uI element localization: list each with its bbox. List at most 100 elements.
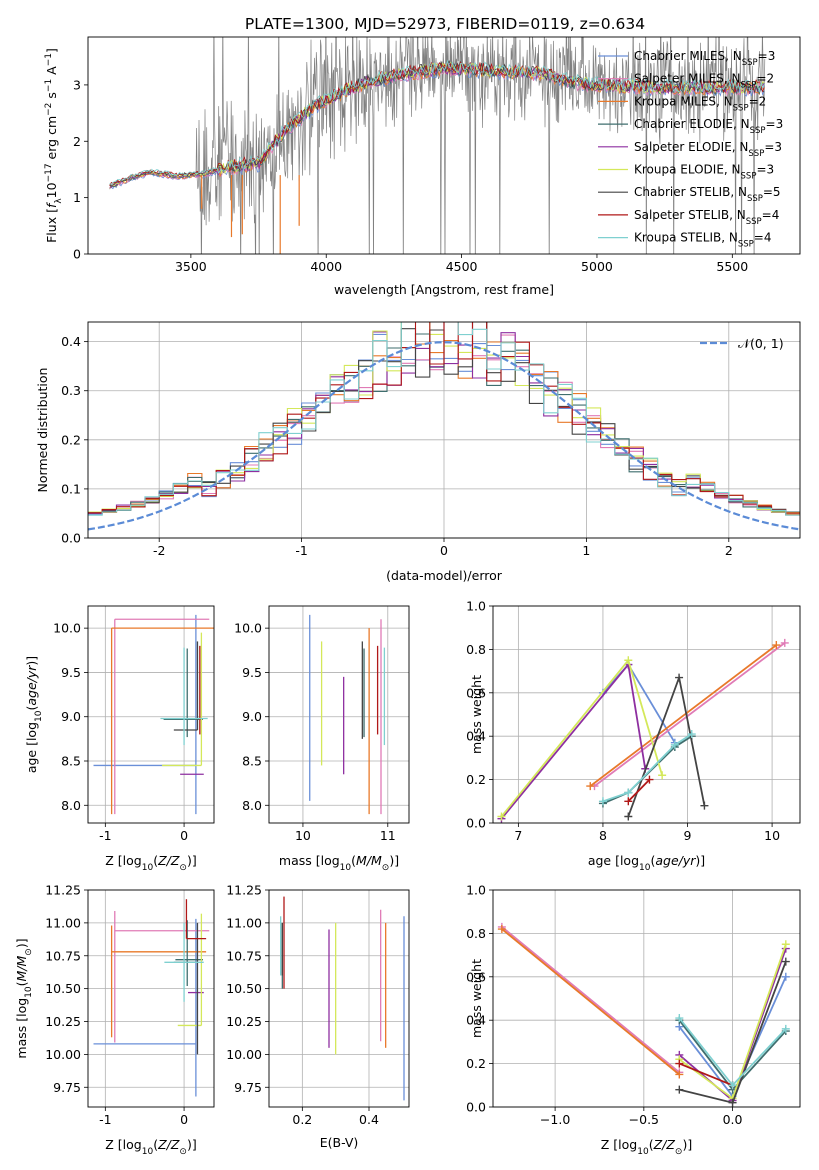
y-tick-label: 0.2 [466,772,486,787]
x-tick-label: 0 [180,828,188,843]
y-tick-label: 8.5 [242,754,262,769]
weight-marker [497,925,506,934]
x-axis-label: wavelength [Angstrom, rest frame] [334,282,554,297]
y-tick-label: 9.75 [53,1080,81,1095]
y-tick-label: 0.4 [61,334,81,349]
errorbar-chabrier-stelib [173,641,199,731]
x-axis-label: age [log10(age/yr)] [588,853,705,873]
errorbar-kroupa-elodie [162,632,203,767]
y-tick-label: 0.6 [466,685,486,700]
weight-marker [780,638,789,647]
y-tick-label: 10.00 [226,1047,262,1062]
legend-label: Chabrier STELIB, NSSP=5 [634,185,781,204]
x-tick-label: 11 [380,828,396,843]
y-tick-label: 0.3 [61,383,81,398]
errorbar-chabrier-miles [93,918,197,1097]
x-tick-label: 5500 [716,259,748,274]
y-axis-label: mass weight [469,959,484,1038]
weight-marker [675,1070,684,1079]
weight-marker [624,797,633,806]
y-tick-label: 1 [73,190,81,205]
model-spectrum-kroupa-elodie [109,61,765,187]
y-tick-label: 0.8 [466,926,486,941]
weight-marker [700,801,709,810]
x-tick-label: 0.4 [359,1112,379,1127]
errorbar-chabrier-elodie [175,920,203,987]
errorbar-salpeter-stelib [185,899,207,940]
x-axis-label: Z [log10(Z/Z⊙)] [105,1137,196,1157]
weight-marker [624,812,633,821]
weight-marker [624,788,633,797]
weight-marker [781,957,790,966]
histogram-salpeter-stelib [88,322,800,514]
y-tick-label: 8.0 [61,798,81,813]
x-tick-label: 9 [684,828,692,843]
y-tick-label: 11.25 [226,883,262,898]
errorbar-chabrier-miles [93,614,197,815]
plot-area [93,899,210,1097]
y-tick-label: 0.4 [466,1013,486,1028]
axes-frame [87,36,801,255]
y-tick-label: 1.0 [466,883,486,898]
weight-vs-age-panel: 7 8 9 10 0.0 0.2 0.4 0.6 0.8 1.0 age [log10(age/yr… [466,599,801,873]
weight-series-chabrier-stelib [675,957,790,1107]
y-tick-label: 0.2 [466,1056,486,1071]
errorbar-kroupa-miles [110,925,207,1038]
y-tick-label: 11.00 [226,915,262,930]
x-tick-label: 0.0 [723,1112,743,1127]
weight-series-kroupa-miles [586,641,781,791]
x-axis-label: Z [log10(Z/Z⊙)] [105,853,196,873]
y-tick-label: 0.8 [466,642,486,657]
errorbar-chabrier-elodie [163,648,203,738]
plot-area [109,37,766,254]
weight-marker [687,730,696,739]
weight-marker [781,972,790,981]
model-spectrum-kroupa-stelib [109,59,765,186]
x-tick-label: 5000 [581,259,613,274]
weight-series-salpeter-stelib [624,775,654,806]
figure-title: PLATE=1300, MJD=52973, FIBERID=0119, z=0… [245,15,645,33]
x-tick-label: 2 [725,543,733,558]
weight-vs-metallicity-panel: −1.0 −0.5 0.0 0.0 0.2 0.4 0.6 0.8 1.0 Z [log10(Z/… [466,883,801,1157]
y-tick-label: 2 [73,134,81,149]
y-tick-label: 0.1 [61,481,81,496]
axes-frame [87,605,215,824]
x-tick-label: 3500 [175,259,207,274]
x-axis-label: Z [log10(Z/Z⊙)] [601,1137,692,1157]
x-tick-label: 1 [582,543,590,558]
weight-marker [624,656,633,665]
weight-marker [675,1014,684,1023]
x-tick-label: 7 [514,828,522,843]
y-tick-label: 11.00 [45,915,81,930]
y-tick-label: 0.6 [466,969,486,984]
weight-series-salpeter-miles [497,922,684,1077]
y-tick-label: 9.5 [61,665,81,680]
y-tick-label: 10.50 [45,981,81,996]
y-tick-label: 10.25 [45,1014,81,1029]
axes-frame [492,605,801,824]
histogram-kroupa-stelib [88,322,800,516]
x-tick-label: 10 [764,828,780,843]
y-tick-label: 10.75 [45,948,81,963]
y-tick-label: 1.0 [466,599,486,614]
legend-label: Chabrier MILES, NSSP=3 [634,49,775,68]
weight-marker [772,641,781,650]
legend-label: Chabrier ELODIE, NSSP=3 [634,117,783,136]
age-vs-mass-panel: 10 11 8.0 8.5 9.0 9.5 10.0 mass [log10(M/M⊙)] [234,605,410,873]
x-axis-label: E(B-V) [320,1135,359,1150]
legend-label: Kroupa MILES, NSSP=2 [634,94,766,113]
errorbar-kroupa-miles [110,627,214,815]
plot-area [280,896,405,1101]
axes-frame [87,889,215,1108]
y-tick-label: 10.0 [234,621,262,636]
y-axis-label: mass [log10(M/M⊙)] [14,938,34,1058]
weight-series-chabrier-stelib [624,673,709,821]
axes-frame [268,889,410,1108]
plot-area [497,922,790,1107]
x-tick-label: 0.2 [292,1112,312,1127]
weight-marker [658,771,667,780]
weight-marker [675,673,684,682]
x-axis-label: mass [log10(M/M⊙)] [279,853,399,873]
weight-marker [728,1098,737,1107]
legend-label: Kroupa STELIB, NSSP=4 [634,231,772,250]
